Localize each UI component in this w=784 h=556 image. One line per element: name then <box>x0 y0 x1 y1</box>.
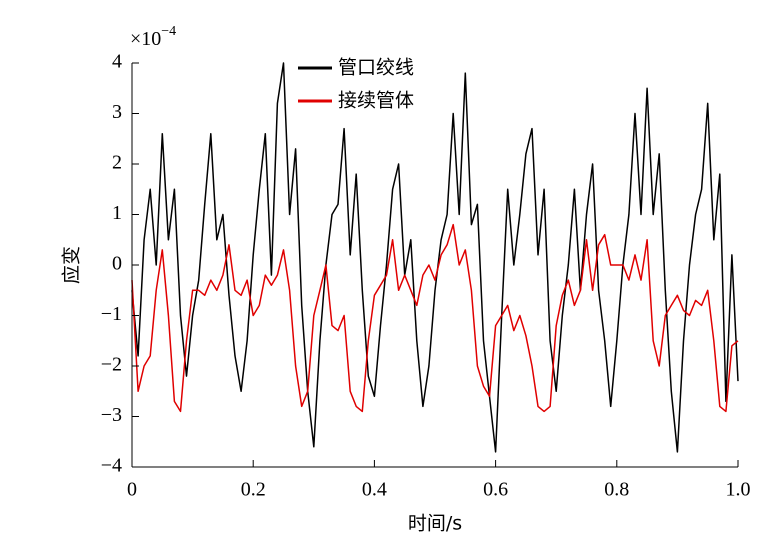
y-tick-label: 1 <box>112 202 122 224</box>
x-tick-label: 0.4 <box>362 479 387 501</box>
line-series <box>131 62 739 453</box>
multiplier-base: ×10 <box>130 28 161 50</box>
y-tick-label: 3 <box>112 101 122 123</box>
legend-label: 接续管体 <box>338 90 414 112</box>
x-tick-label: 0.2 <box>241 479 266 501</box>
multiplier-exponent: −4 <box>161 24 176 39</box>
line-series <box>131 223 739 413</box>
y-tick-label: −4 <box>101 455 122 477</box>
x-tick-label: 0.6 <box>483 479 508 501</box>
x-tick-label: 0 <box>127 479 137 501</box>
y-tick-label: 2 <box>112 152 122 174</box>
y-tick-label: −3 <box>101 404 122 426</box>
x-axis-label: 时间/s <box>408 513 462 535</box>
y-tick-label: 0 <box>112 253 122 275</box>
y-tick-label: 4 <box>112 51 122 73</box>
x-tick-label: 0.8 <box>604 479 629 501</box>
multiplier: ×10−4 <box>130 24 176 49</box>
y-axis-label: 应变 <box>61 246 83 284</box>
legend-label: 管口绞线 <box>338 57 414 79</box>
y-tick-label: −2 <box>101 354 122 376</box>
x-tick-label: 1.0 <box>726 479 751 501</box>
y-tick-label: −1 <box>101 303 122 325</box>
